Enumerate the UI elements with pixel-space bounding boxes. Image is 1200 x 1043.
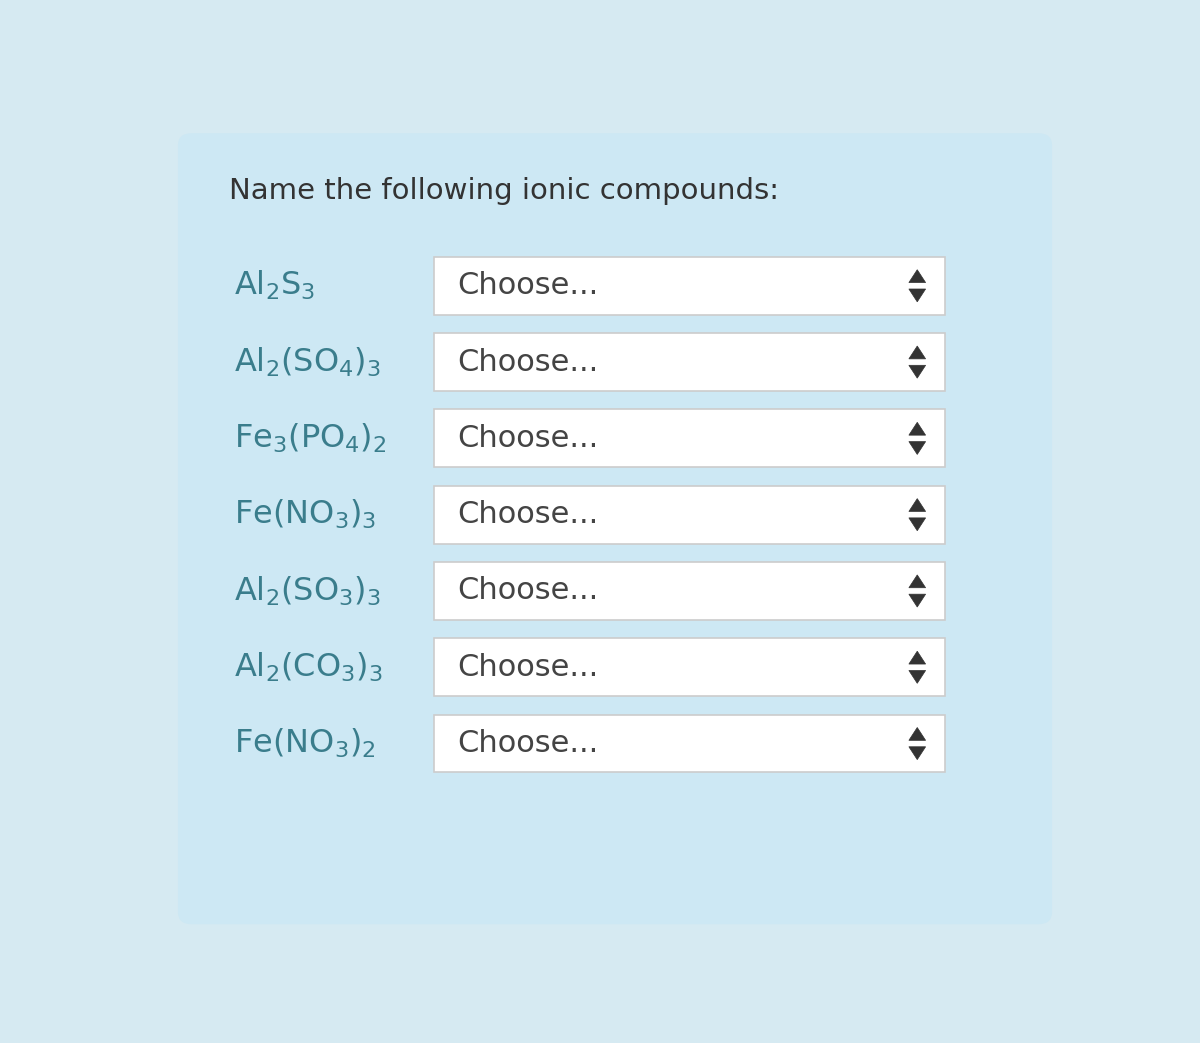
Bar xyxy=(433,562,946,620)
FancyBboxPatch shape xyxy=(178,134,1052,924)
Text: Choose...: Choose... xyxy=(457,347,598,377)
Polygon shape xyxy=(908,441,925,455)
Text: Al$_2$(SO$_4$)$_3$: Al$_2$(SO$_4$)$_3$ xyxy=(234,345,380,379)
Text: Choose...: Choose... xyxy=(457,423,598,453)
Bar xyxy=(433,333,946,391)
Bar xyxy=(433,257,946,315)
Text: Name the following ionic compounds:: Name the following ionic compounds: xyxy=(229,177,779,205)
Polygon shape xyxy=(908,518,925,531)
Text: Al$_2$S$_3$: Al$_2$S$_3$ xyxy=(234,269,314,302)
Text: Choose...: Choose... xyxy=(457,501,598,529)
Text: Fe(NO$_3$)$_3$: Fe(NO$_3$)$_3$ xyxy=(234,498,376,531)
Text: Fe$_3$(PO$_4$)$_2$: Fe$_3$(PO$_4$)$_2$ xyxy=(234,421,386,455)
Text: Al$_2$(CO$_3$)$_3$: Al$_2$(CO$_3$)$_3$ xyxy=(234,651,383,684)
Bar xyxy=(433,486,946,543)
Polygon shape xyxy=(908,346,925,359)
Polygon shape xyxy=(908,289,925,301)
Polygon shape xyxy=(908,595,925,607)
Bar xyxy=(433,638,946,696)
Text: Choose...: Choose... xyxy=(457,653,598,682)
Polygon shape xyxy=(908,422,925,435)
Polygon shape xyxy=(908,365,925,379)
Polygon shape xyxy=(908,728,925,741)
Polygon shape xyxy=(908,270,925,283)
Bar xyxy=(433,714,946,773)
Polygon shape xyxy=(908,575,925,588)
Polygon shape xyxy=(908,499,925,511)
Text: Al$_2$(SO$_3$)$_3$: Al$_2$(SO$_3$)$_3$ xyxy=(234,575,380,608)
Polygon shape xyxy=(908,651,925,664)
Text: Choose...: Choose... xyxy=(457,729,598,758)
Polygon shape xyxy=(908,747,925,759)
Polygon shape xyxy=(908,671,925,683)
Text: Choose...: Choose... xyxy=(457,271,598,300)
Text: Choose...: Choose... xyxy=(457,577,598,606)
Text: Fe(NO$_3$)$_2$: Fe(NO$_3$)$_2$ xyxy=(234,727,376,760)
Bar xyxy=(433,410,946,467)
